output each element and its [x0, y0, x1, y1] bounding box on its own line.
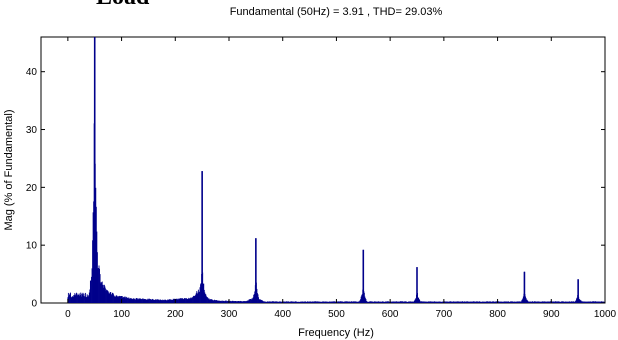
chart-title: Fundamental (50Hz) = 3.91 , THD= 29.03% — [230, 6, 443, 18]
x-tick-label: 0 — [65, 309, 71, 320]
x-tick-label: 400 — [274, 309, 291, 320]
x-tick-label: 200 — [167, 309, 184, 320]
plot-area — [40, 36, 606, 304]
x-axis-label: Frequency (Hz) — [298, 327, 374, 339]
x-tick-label: 900 — [543, 309, 560, 320]
y-tick-label: 0 — [31, 299, 37, 310]
y-axis: 0 10 20 30 40 — [26, 67, 605, 310]
x-axis: 0 100 200 300 400 500 600 700 800 900 1000 — [65, 37, 617, 320]
x-tick-label: 100 — [113, 309, 130, 320]
y-tick-label: 10 — [26, 241, 38, 252]
x-tick-label: 300 — [221, 309, 238, 320]
y-tick-label: 20 — [26, 183, 38, 194]
x-tick-label: 1000 — [594, 309, 617, 320]
clipped-heading: Load — [96, 0, 149, 11]
y-tick-label: 40 — [26, 67, 38, 78]
x-tick-label: 700 — [436, 309, 453, 320]
x-tick-label: 800 — [489, 309, 506, 320]
y-axis-label: Mag (% of Fundamental) — [3, 109, 15, 230]
x-tick-label: 600 — [382, 309, 399, 320]
spectrum-bars — [67, 37, 606, 303]
y-tick-label: 30 — [26, 125, 38, 136]
x-tick-label: 500 — [328, 309, 345, 320]
